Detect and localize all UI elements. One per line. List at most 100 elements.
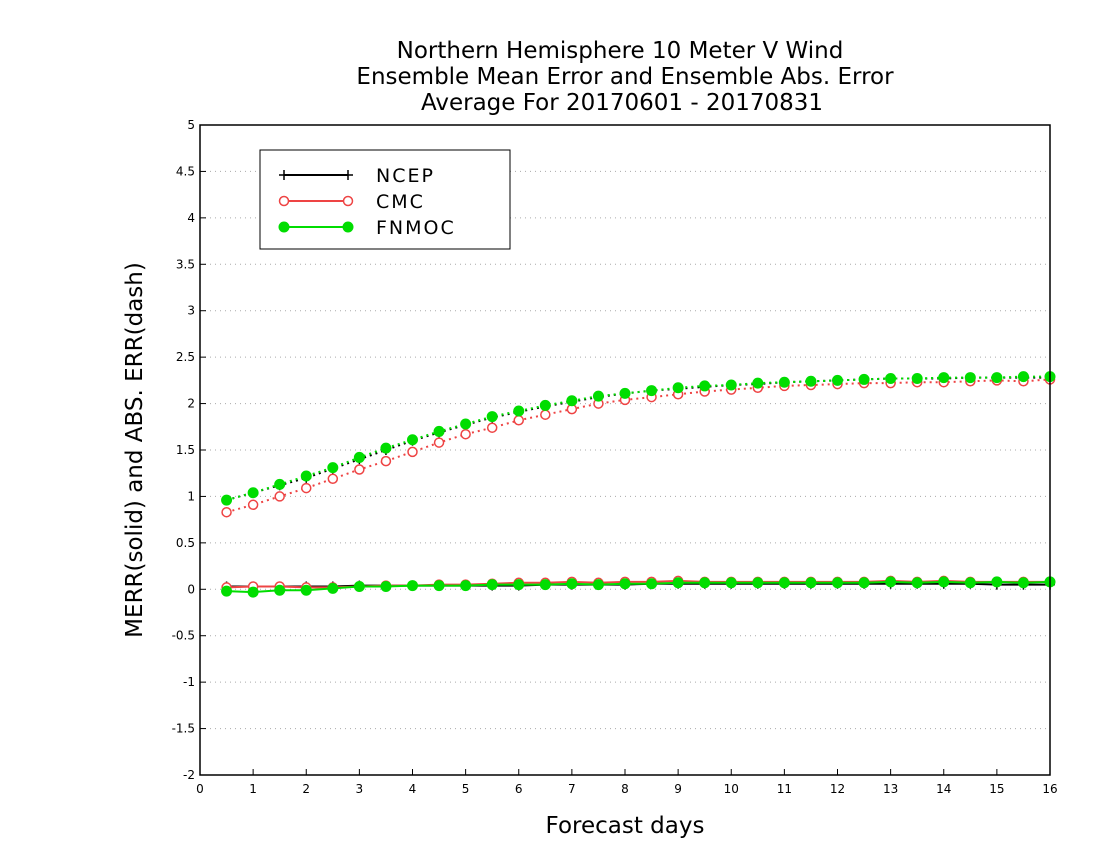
y-tick-label: 2.5 [176, 350, 195, 364]
fnmoc-merr-point [592, 579, 604, 591]
x-tick-label: 15 [989, 782, 1004, 796]
fnmoc-abs-err-point [778, 376, 790, 388]
chart-title-line-3: Average For 20170601 - 20170831 [421, 90, 823, 116]
cmc-abs-err-point [380, 455, 392, 467]
fnmoc-abs-err-point [221, 494, 233, 506]
chart-title-line-2: Ensemble Mean Error and Ensemble Abs. Er… [356, 64, 894, 90]
y-tick-label: 4.5 [176, 164, 195, 178]
fnmoc-abs-err-point [619, 387, 631, 399]
legend-ncep-marker [279, 170, 289, 180]
fnmoc-abs-err-point [539, 399, 551, 411]
fnmoc-abs-err-point [353, 451, 365, 463]
fnmoc-abs-err-point [433, 425, 445, 437]
fnmoc-abs-err-point [380, 442, 392, 454]
fnmoc-merr-point [619, 578, 631, 590]
fnmoc-merr-point [858, 577, 870, 589]
x-axis-label: Forecast days [546, 813, 705, 839]
fnmoc-abs-err-point [646, 385, 658, 397]
y-tick-label: 5 [187, 118, 195, 132]
fnmoc-merr-point [539, 579, 551, 591]
fnmoc-merr-point [380, 581, 392, 592]
chart-title: Northern Hemisphere 10 Meter V Wind Ense… [356, 38, 894, 116]
x-tick-label: 14 [936, 782, 951, 796]
cmc-abs-err-point [247, 499, 259, 511]
x-tick-label: 3 [356, 782, 364, 796]
fnmoc-merr-point [300, 584, 312, 596]
y-tick-label: -1.5 [172, 722, 195, 736]
fnmoc-merr-point [407, 580, 418, 592]
x-tick-label: 4 [409, 782, 417, 796]
y-tick-label: 0.5 [176, 536, 195, 550]
fnmoc-merr-line [226, 580, 1051, 594]
legend-cmc-marker [342, 195, 354, 207]
fnmoc-merr-point [274, 584, 286, 596]
fnmoc-merr-point [699, 577, 711, 589]
x-tick-label: 13 [883, 782, 898, 796]
fnmoc-abs-err-point [885, 373, 897, 384]
cmc-abs-err-point [460, 428, 471, 440]
fnmoc-abs-err-point [592, 390, 604, 402]
fnmoc-abs-err-point [805, 375, 817, 387]
fnmoc-merr-point [1017, 577, 1029, 589]
fnmoc-merr-point [327, 582, 339, 594]
y-tick-label: 2 [187, 397, 195, 411]
fnmoc-merr-point [646, 578, 658, 590]
fnmoc-abs-err-point [566, 395, 578, 407]
fnmoc-merr-point [991, 576, 1003, 588]
fnmoc-abs-err-point [938, 372, 950, 384]
cmc-abs-err-point [407, 446, 418, 458]
legend-cmc-label: CMC [376, 191, 425, 213]
x-tick-label: 8 [621, 782, 629, 796]
y-tick-label: 3 [187, 304, 195, 318]
x-tick-label: 9 [674, 782, 682, 796]
y-axis-label: MERR(solid) and ABS. ERR(dash) [122, 262, 148, 638]
fnmoc-abs-err-point [991, 372, 1003, 384]
cmc-abs-err-line [226, 378, 1051, 514]
legend-fnmoc-label: FNMOC [376, 217, 456, 239]
ncep-abs-err-line [226, 376, 1050, 502]
axis-ticks: 54.543.532.521.510.50-0.5-1-1.5-20 1 2 3 4 5 6… [172, 118, 1058, 796]
legend-fnmoc-marker [342, 221, 354, 233]
cmc-abs-err-point [301, 482, 312, 494]
y-tick-label: 4 [187, 211, 195, 225]
fnmoc-merr-point [353, 581, 365, 592]
fnmoc-abs-err-point [752, 377, 764, 389]
y-tick-label: -0.5 [172, 629, 195, 643]
fnmoc-merr-point [805, 577, 817, 589]
cmc-abs-err-point [354, 464, 365, 475]
y-tick-label: -1 [183, 675, 195, 689]
x-tick-label: 1 [249, 782, 257, 796]
fnmoc-abs-err-point [725, 379, 737, 391]
fnmoc-abs-err-line [226, 375, 1050, 502]
fnmoc-abs-err-point [964, 372, 976, 384]
y-tick-label: 3.5 [176, 257, 195, 271]
legend-ncep-label: NCEP [376, 165, 435, 187]
fnmoc-merr-point [778, 577, 790, 589]
fnmoc-abs-err-point [513, 405, 525, 417]
fnmoc-abs-err-point [486, 411, 498, 423]
fnmoc-abs-err-point [1017, 371, 1029, 383]
y-tick-label: -2 [183, 768, 195, 782]
fnmoc-merr-point [221, 585, 233, 597]
fnmoc-abs-err-point [274, 478, 286, 490]
series-lines [221, 371, 1056, 598]
legend-ncep-marker [343, 170, 353, 180]
x-tick-label: 10 [724, 782, 739, 796]
fnmoc-abs-err-point [858, 373, 870, 385]
x-tick-label: 7 [568, 782, 576, 796]
x-tick-label: 6 [515, 782, 523, 796]
fnmoc-merr-point [752, 577, 764, 589]
cmc-abs-err-point [513, 415, 524, 426]
x-tick-label: 11 [777, 782, 792, 796]
fnmoc-merr-point [725, 577, 737, 589]
fnmoc-abs-err-point [832, 374, 843, 386]
cmc-abs-err-point [433, 437, 445, 448]
gridlines [200, 170, 1050, 730]
fnmoc-merr-point [911, 577, 923, 589]
fnmoc-abs-err-point [699, 380, 711, 392]
fnmoc-abs-err-point [911, 373, 923, 384]
legend-box [259, 149, 511, 250]
fnmoc-merr-point [460, 580, 472, 592]
x-tick-label: 16 [1042, 782, 1057, 796]
